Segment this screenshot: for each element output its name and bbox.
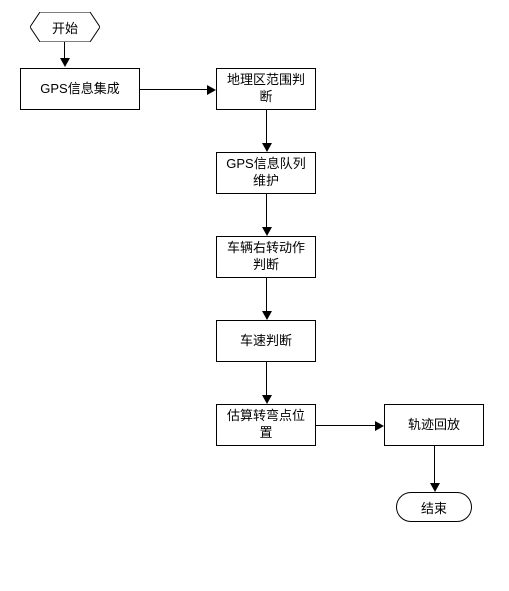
geo-range-node: 地理区范围判断 xyxy=(216,68,316,110)
arrow-head-icon xyxy=(207,85,216,95)
right-turn-label: 车辆右转动作判断 xyxy=(221,240,311,274)
end-label: 结束 xyxy=(421,498,447,517)
gps-queue-node: GPS信息队列维护 xyxy=(216,152,316,194)
arrow-head-icon xyxy=(262,311,272,320)
right-turn-node: 车辆右转动作判断 xyxy=(216,236,316,278)
arrow-head-icon xyxy=(60,58,70,67)
arrow-line xyxy=(266,362,267,395)
arrow-line xyxy=(266,278,267,311)
arrow-head-icon xyxy=(262,143,272,152)
start-label: 开始 xyxy=(30,12,100,42)
gps-integration-node: GPS信息集成 xyxy=(20,68,140,110)
turn-point-node: 估算转弯点位置 xyxy=(216,404,316,446)
arrow-line xyxy=(140,89,207,90)
turn-point-label: 估算转弯点位置 xyxy=(221,408,311,442)
trajectory-label: 轨迹回放 xyxy=(408,417,460,434)
arrow-head-icon xyxy=(375,421,384,431)
trajectory-node: 轨迹回放 xyxy=(384,404,484,446)
arrow-line xyxy=(434,446,435,483)
arrow-line xyxy=(266,110,267,143)
geo-range-label: 地理区范围判断 xyxy=(221,72,311,106)
speed-label: 车速判断 xyxy=(240,333,292,350)
start-node: 开始 xyxy=(30,12,100,42)
arrow-line xyxy=(316,425,375,426)
arrow-head-icon xyxy=(262,227,272,236)
speed-node: 车速判断 xyxy=(216,320,316,362)
end-node: 结束 xyxy=(396,492,472,522)
arrow-head-icon xyxy=(430,483,440,492)
arrow-line xyxy=(266,194,267,227)
gps-integration-label: GPS信息集成 xyxy=(40,81,119,98)
arrow-head-icon xyxy=(262,395,272,404)
gps-queue-label: GPS信息队列维护 xyxy=(221,156,311,190)
